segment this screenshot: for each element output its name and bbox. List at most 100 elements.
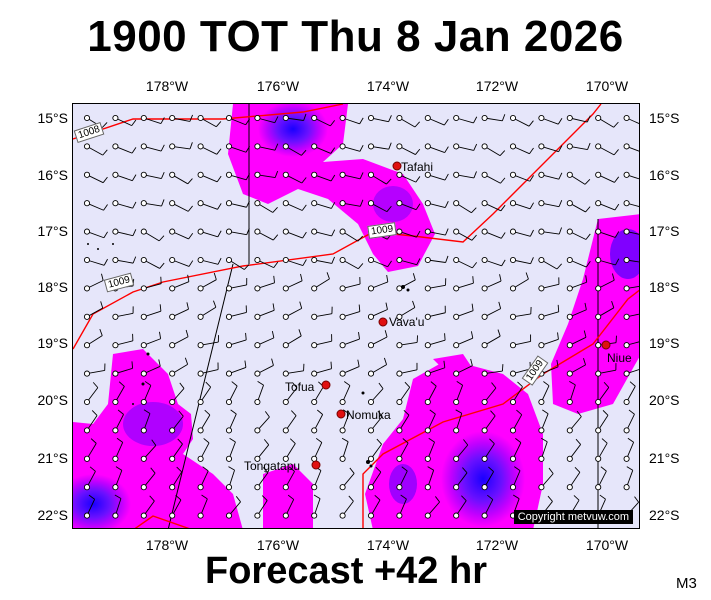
wind-barb [282,301,303,320]
wind-barb [197,466,209,491]
wind-barb [83,143,108,156]
wind-barb [225,409,237,434]
wind-barb [396,171,421,183]
wind-barb [538,381,550,406]
wind-barb [225,466,235,491]
wind-barb [197,256,222,265]
wind-barb [538,143,563,153]
wind-barb [311,466,322,491]
lat-tick-right-21: 21°S [649,450,680,466]
wind-barb [623,409,635,434]
wind-barb [453,381,464,406]
wind-barb [282,329,302,349]
place-label-tofua: Tofua [285,380,315,394]
rain-cores [73,104,639,528]
wind-barb [424,255,449,264]
wind-barb [140,381,152,406]
wind-barb [566,381,576,406]
wind-barb [112,114,137,127]
wind-barb [254,143,279,151]
wind-barb [254,256,279,269]
wind-barb [311,114,336,127]
wind-barb [481,410,496,434]
wind-barb [282,466,295,491]
wind-barb [83,382,99,406]
wind-barb [396,114,420,128]
place-marker-vavau [378,317,388,327]
wind-barb [282,256,307,266]
wind-barb [566,200,591,213]
rain-core-s [389,464,417,504]
wind-barb [112,409,124,434]
wind-barb [311,437,323,462]
wind-barb [254,170,279,179]
wind-barb [225,114,250,126]
wind-barb [367,330,388,349]
wind-barb [566,438,581,462]
wind-barb [367,171,392,185]
lat-tick-right-19: 19°S [649,335,680,351]
wind-barb [453,331,474,349]
wind-barb [623,313,639,320]
wind-barb [367,256,392,268]
wind-barb [339,143,364,152]
wind-barb [623,341,639,349]
wind-barb [83,466,96,491]
wind-barb [481,382,497,406]
wind-barb [254,200,278,213]
wind-barb [367,410,383,434]
wind-barb [311,272,330,292]
wind-barb [140,171,165,179]
wind-barb [140,256,165,269]
wind-barb [595,301,615,320]
wind-barb [595,335,617,349]
wind-barb [254,439,270,462]
wind-barb [311,361,332,377]
wind-barb [396,256,421,266]
wind-barb [112,466,123,491]
wind-barb [282,410,297,434]
wind-barb [339,304,361,320]
wind-barb [566,358,586,377]
lat-tick-left-21: 21°S [37,450,68,466]
wind-barb [282,438,296,462]
wind-barb [311,228,336,237]
wind-barb [339,114,364,125]
wind-barb [396,143,421,155]
wind-barb [453,467,468,491]
wind-barb [538,437,548,462]
wind-barbs [83,113,639,519]
wind-barb [282,143,307,156]
wind-barb [311,334,333,349]
wind-barb [112,306,134,320]
wind-barb [140,495,155,519]
wind-barb [169,256,194,267]
wind-barb [623,256,639,264]
wind-barb [169,302,189,320]
wind-barb [595,171,620,183]
wind-barb [424,381,437,406]
wind-barb [424,114,449,126]
wind-barb [83,301,104,320]
wind-barb [566,256,591,268]
wind-barb [367,382,384,406]
wind-barb [595,200,620,211]
wind-barb [197,335,219,349]
wind-barb [112,143,137,154]
wind-barb [140,143,165,152]
wind-barb [566,275,588,292]
wind-barb [254,411,270,434]
wind-barb [566,114,591,123]
wind-barb [169,171,193,185]
lat-tick-left-16: 16°S [37,167,68,183]
wind-barb [481,301,502,320]
wind-barb [566,302,587,320]
wind-barb [112,361,134,377]
wind-barb [595,228,620,238]
wind-barb [481,171,506,184]
wind-barb [197,409,211,434]
wind-barb [311,409,324,434]
wind-barb [367,495,381,519]
lat-tick-right-20: 20°S [649,392,680,408]
place-marker-tofua [321,380,331,390]
